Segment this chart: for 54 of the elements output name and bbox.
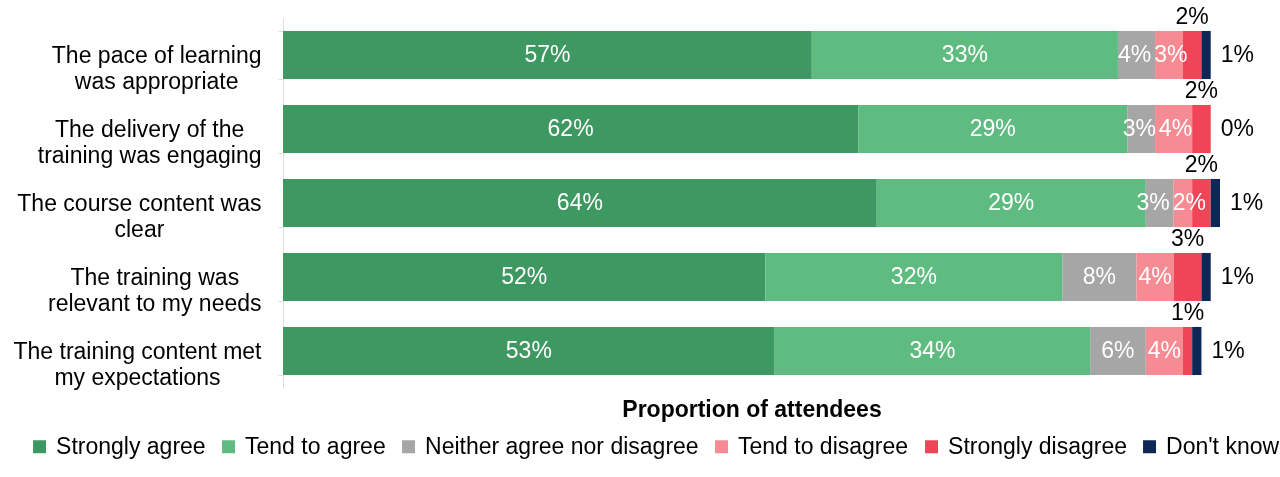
data-label: 34% xyxy=(909,337,956,363)
data-label: 8% xyxy=(1082,263,1117,289)
data-label: 52% xyxy=(501,263,548,289)
y-tick-label: The training was relevant to my needs xyxy=(48,263,262,316)
data-label: 2% xyxy=(1184,151,1219,178)
bar xyxy=(1210,178,1220,228)
legend-label: Strongly agree xyxy=(56,432,206,459)
bar xyxy=(283,104,859,154)
legend-label: Neither agree nor disagree xyxy=(425,432,699,459)
data-label: 1% xyxy=(1211,337,1245,363)
bar xyxy=(1062,252,1137,302)
data-label: 0% xyxy=(1220,115,1254,141)
data-label: 4% xyxy=(1147,337,1181,363)
y-tick-label: The course content was clear xyxy=(17,189,262,242)
legend-label: Tend to disagree xyxy=(738,432,909,459)
y-tick-label: The training content met my expectations xyxy=(13,337,263,390)
bar xyxy=(1201,252,1211,302)
data-label: 4% xyxy=(1138,263,1172,289)
legend-label: Tend to agree xyxy=(245,432,386,459)
data-label: 62% xyxy=(547,115,594,141)
data-label: 1% xyxy=(1230,189,1264,215)
bar xyxy=(774,326,1091,376)
bar xyxy=(1192,104,1211,154)
data-label: 32% xyxy=(890,263,937,289)
data-label: 1% xyxy=(1220,41,1254,67)
bar xyxy=(283,326,775,376)
bar xyxy=(283,30,812,80)
data-label: 29% xyxy=(969,115,1016,141)
data-label: 3% xyxy=(1170,225,1205,252)
bar xyxy=(1192,326,1202,376)
data-label: 1% xyxy=(1170,299,1205,326)
data-label: 33% xyxy=(941,41,988,67)
bar xyxy=(1173,252,1202,302)
x-axis-title: Proportion of attendees xyxy=(622,395,882,422)
data-label: 6% xyxy=(1101,337,1135,363)
data-label: 1% xyxy=(1220,263,1254,289)
data-label: 4% xyxy=(1118,41,1152,67)
data-label: 53% xyxy=(505,337,552,363)
data-label: 29% xyxy=(988,189,1035,215)
bar xyxy=(283,252,766,302)
y-tick-label: The pace of learning was appropriate xyxy=(51,41,262,94)
data-label: 2% xyxy=(1184,77,1219,104)
bar xyxy=(283,178,877,228)
bar xyxy=(811,30,1118,80)
data-label: 2% xyxy=(1175,3,1209,30)
data-label: 64% xyxy=(556,189,603,215)
legend-label: Strongly disagree xyxy=(948,432,1128,459)
bar xyxy=(1201,30,1211,80)
data-label: 4% xyxy=(1158,115,1193,141)
bar xyxy=(765,252,1063,302)
y-tick-label: The delivery of the training was engaging xyxy=(37,115,262,168)
data-label: 57% xyxy=(524,41,571,67)
legend-label: Don't know xyxy=(1166,432,1280,459)
bar xyxy=(1182,326,1193,376)
